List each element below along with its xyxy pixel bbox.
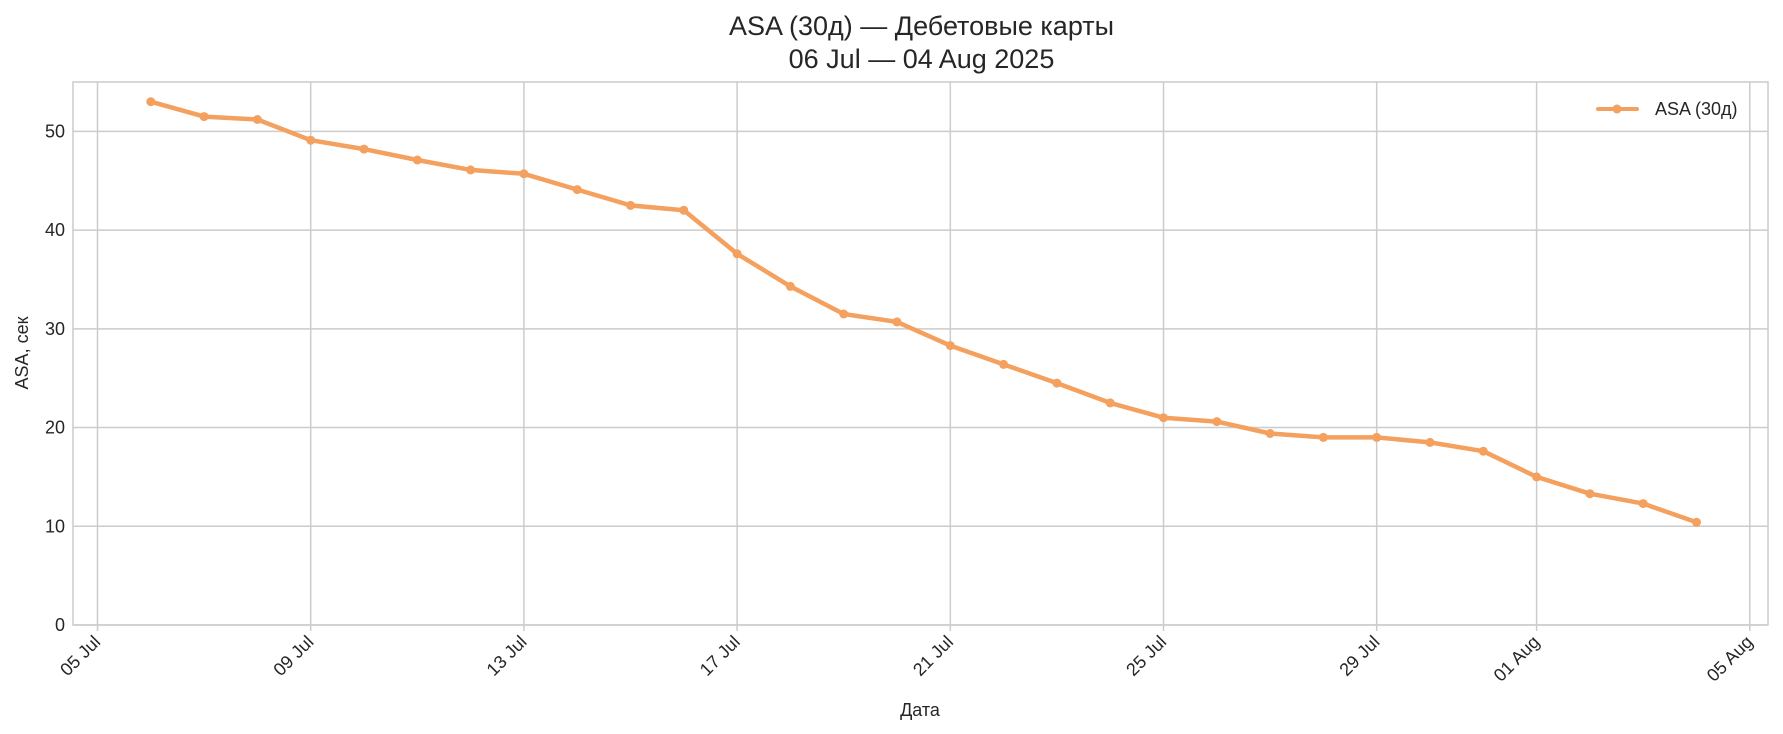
data-point xyxy=(412,155,422,165)
data-point xyxy=(1692,517,1701,527)
data-point xyxy=(572,185,582,195)
x-tick-label: 09 Jul xyxy=(269,632,317,680)
data-point xyxy=(1105,398,1115,408)
x-tick-label: 13 Jul xyxy=(483,632,531,680)
data-point xyxy=(466,165,476,175)
data-point xyxy=(1265,429,1275,438)
data-point xyxy=(1318,432,1328,442)
x-axis-ticks: 05 Jul 09 Jul 13 Jul 17 Jul 21 Jul 25 Jul 29 J… xyxy=(56,625,1757,686)
y-tick-label: 50 xyxy=(45,121,65,141)
y-tick-label: 0 xyxy=(55,615,65,635)
data-point xyxy=(1532,472,1542,482)
x-tick-label: 29 Jul xyxy=(1335,632,1383,680)
data-point xyxy=(999,359,1009,369)
series-layer xyxy=(146,97,1701,527)
x-tick-label: 01 Aug xyxy=(1490,632,1544,686)
chart-title: ASA (30д) — Дебетовые карты 06 Jul — 04 … xyxy=(0,10,1783,76)
data-point xyxy=(785,281,795,291)
x-tick-label: 05 Aug xyxy=(1703,632,1757,686)
y-tick-label: 20 xyxy=(45,418,65,438)
data-point xyxy=(1425,437,1435,447)
data-point xyxy=(359,144,369,154)
x-tick-label: 17 Jul xyxy=(696,632,744,680)
data-point xyxy=(1585,489,1595,499)
y-tick-label: 40 xyxy=(45,220,65,240)
data-point xyxy=(146,97,156,107)
legend-swatch-marker xyxy=(1612,104,1622,114)
data-point xyxy=(1478,446,1488,456)
data-point xyxy=(1212,417,1222,427)
legend-label: ASA (30д) xyxy=(1655,99,1738,119)
x-tick-label: 25 Jul xyxy=(1122,632,1170,680)
x-tick-label: 21 Jul xyxy=(909,632,957,680)
data-point xyxy=(945,341,955,351)
data-point xyxy=(839,309,849,319)
data-point xyxy=(1052,378,1062,388)
data-point xyxy=(199,112,209,122)
legend: ASA (30д) xyxy=(1596,99,1738,119)
chart-subtitle: 06 Jul — 04 Aug 2025 xyxy=(788,44,1055,74)
data-point xyxy=(679,205,689,215)
y-tick-label: 10 xyxy=(45,516,65,536)
data-point xyxy=(1372,432,1382,442)
y-axis-ticks: 0 10 20 30 40 50 xyxy=(45,121,65,635)
data-point xyxy=(252,115,262,124)
series-line xyxy=(148,99,1699,525)
data-point xyxy=(626,200,635,210)
chart-title-main: ASA (30д) — Дебетовые карты xyxy=(728,11,1115,41)
x-tick-label: 05 Jul xyxy=(56,632,104,680)
y-tick-label: 30 xyxy=(45,319,65,339)
data-point xyxy=(892,317,902,327)
data-point xyxy=(1159,413,1168,423)
data-point xyxy=(732,249,742,259)
x-axis-label: Дата xyxy=(900,700,941,720)
plot-frame xyxy=(72,81,1769,626)
y-axis-label: ASA, сек xyxy=(12,316,32,389)
data-point xyxy=(1638,499,1648,509)
grid xyxy=(73,82,1768,626)
data-point xyxy=(519,169,529,179)
data-point xyxy=(306,135,316,145)
